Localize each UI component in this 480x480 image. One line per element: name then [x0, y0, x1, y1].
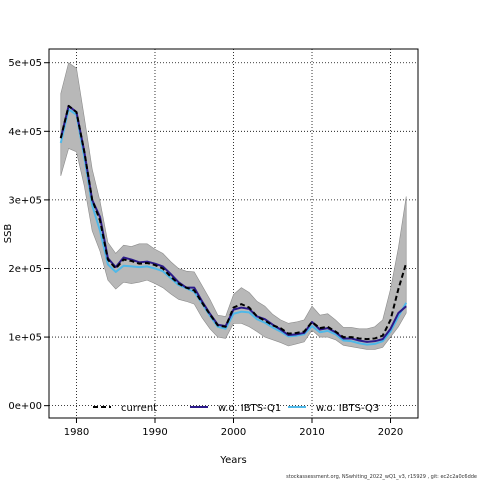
y-tick-label: 4e+05 — [8, 127, 42, 138]
x-tick-label: 1980 — [64, 427, 89, 438]
legend-label: w.o. IBTS-Q1 — [218, 403, 281, 414]
legend-item: current — [93, 403, 157, 414]
legend-item: w.o. IBTS-Q3 — [288, 403, 379, 414]
series-line-w-o-ibts-q1 — [59, 104, 407, 343]
legend-label: current — [121, 403, 157, 414]
y-tick-label: 5e+05 — [8, 58, 42, 69]
y-tick-label: 0e+00 — [8, 401, 42, 412]
x-tick-label: 1990 — [142, 427, 167, 438]
confidence-band — [60, 62, 407, 350]
y-tick-label: 1e+05 — [8, 333, 42, 344]
y-tick-label: 2e+05 — [8, 264, 42, 275]
x-tick-label: 2020 — [378, 427, 403, 438]
y-axis-title: SSB — [3, 224, 14, 244]
series-line-current — [59, 104, 408, 341]
footer-credit: stockassessment.org, NSwhiting_2022_wQ1_… — [286, 474, 477, 480]
x-tick-label: 2010 — [299, 427, 324, 438]
y-tick-label: 3e+05 — [8, 195, 42, 206]
legend: current w.o. IBTS-Q1 w.o. IBTS-Q3 — [93, 403, 379, 414]
legend-label: w.o. IBTS-Q3 — [316, 403, 379, 414]
x-tick-label: 2000 — [221, 427, 246, 438]
x-axis-title: Years — [219, 455, 246, 466]
series-lines — [59, 104, 408, 346]
series-line-w-o-ibts-q3 — [59, 108, 408, 346]
legend-item: w.o. IBTS-Q1 — [190, 403, 281, 414]
axes: 1980 1990 2000 2010 2020 0e+00 1e+05 2e+05 3e+05… — [8, 58, 403, 438]
